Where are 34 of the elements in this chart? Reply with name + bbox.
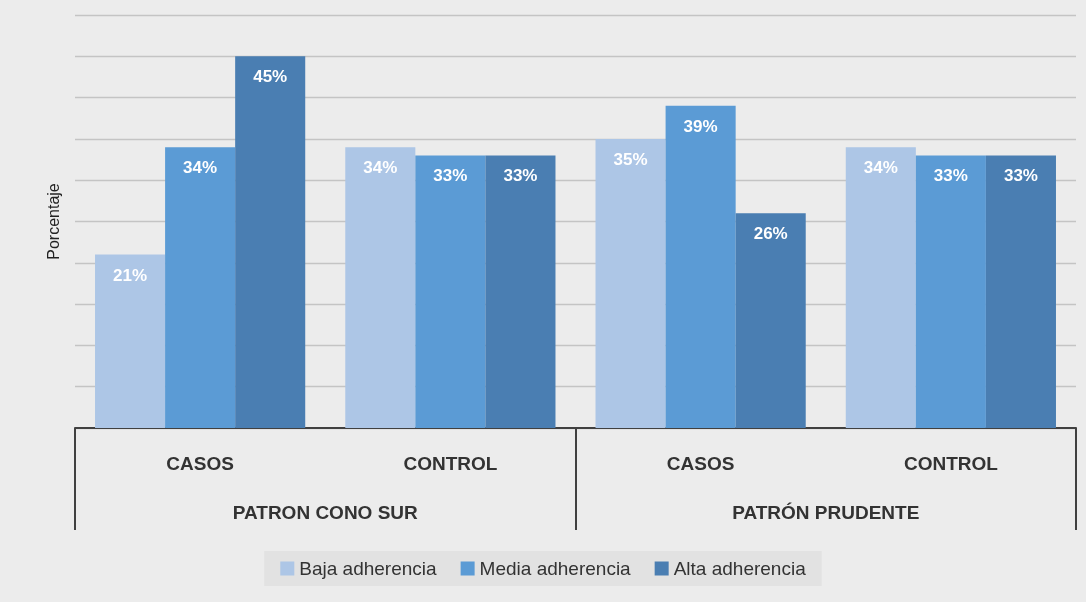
data-label: 39% [683,116,718,136]
bar [595,138,666,428]
data-label: 26% [753,224,788,244]
bar [235,56,306,428]
data-label: 33% [1003,166,1038,186]
bar [485,155,556,428]
bar [845,147,916,428]
bar [165,147,236,428]
bar [985,155,1056,428]
x-tick-label: CONTROL [403,453,498,474]
x-tick-label: CASOS [666,453,735,474]
x-tick-label: CASOS [166,453,234,474]
bar [95,254,166,428]
data-label: 33% [503,166,538,186]
bar [345,147,416,428]
data-label: 21% [113,265,148,285]
data-label: 33% [433,166,468,186]
data-label: 45% [253,67,288,87]
legend-label: Media adherencia [479,558,632,579]
bar [735,213,806,428]
data-label: 34% [863,158,898,178]
legend-label: Alta adherencia [673,558,807,579]
bar [665,105,736,428]
text: PATRON CONO SUR [232,502,419,523]
data-label: 34% [183,158,218,178]
bar [915,155,986,428]
data-label: 35% [613,149,648,169]
text: PATRÓN PRUDENTE [732,502,920,523]
legend-label: Baja adherencia [299,558,438,579]
y-axis-title: Porcentaje [44,183,62,260]
data-label: 33% [933,166,968,186]
data-label: 34% [363,158,398,178]
bar [415,155,486,428]
x-tick-label: CONTROL [903,453,999,474]
